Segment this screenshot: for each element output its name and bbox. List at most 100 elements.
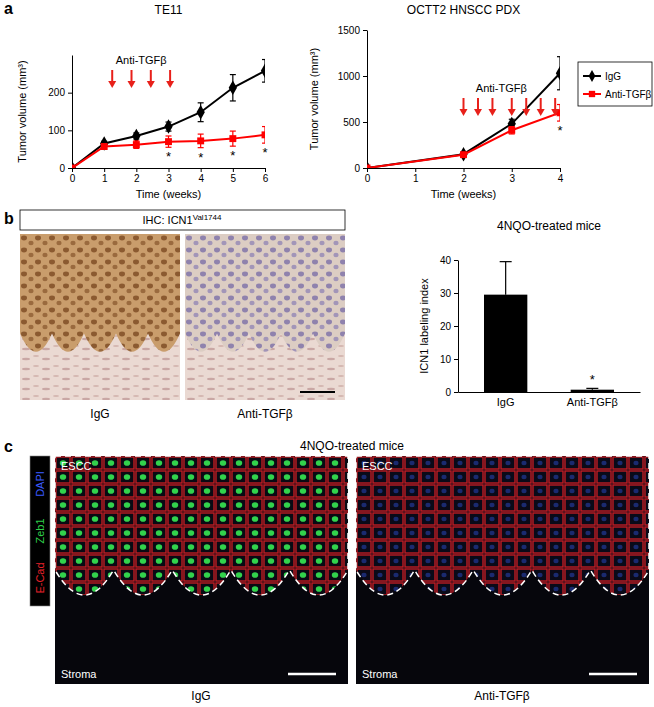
arrow-head	[166, 81, 174, 88]
arrow-shaft	[491, 98, 493, 110]
x-tick-label: 0	[365, 173, 371, 184]
error-bar-cap	[262, 59, 265, 60]
treatment: Anti-TGFβ	[460, 82, 560, 116]
marker	[100, 136, 108, 150]
image-label: IgG	[191, 689, 210, 703]
panel-label: b	[4, 210, 14, 227]
boundary	[55, 456, 348, 595]
legend-box	[578, 62, 652, 106]
x-tick: 2	[134, 168, 140, 184]
x-tick-mark	[201, 168, 202, 172]
significance: *	[262, 145, 267, 160]
treatment-arrow	[128, 70, 136, 88]
x-axis: IgGAnti-TGFβ	[459, 392, 641, 408]
error-bar-cap	[500, 261, 512, 262]
image-label: Anti-TGFβ	[237, 407, 293, 421]
error-bar	[557, 105, 560, 122]
y-tick-mark	[363, 122, 367, 123]
x-tick: 6	[263, 168, 269, 184]
y-tick-mark	[454, 260, 458, 261]
y-tick-label: 10	[440, 354, 452, 365]
error-bar-cap	[230, 74, 236, 75]
arrow-shaft	[511, 98, 513, 110]
line-chart: OCTT2 HNSCC PDX01234050010001500Time (we…	[308, 3, 564, 200]
legend-marker	[589, 91, 595, 97]
treatment-arrow	[166, 70, 174, 88]
y-tick: 20	[440, 321, 458, 332]
marker	[165, 138, 172, 145]
treatment-arrow	[508, 98, 516, 116]
x-axis: 0123456	[70, 168, 269, 184]
bar	[571, 390, 614, 392]
ihc-label: IHC: ICN1Val1744	[143, 213, 222, 227]
error-bar-cap	[230, 146, 236, 147]
plot-marks	[484, 262, 614, 392]
x-tick-label: 3	[509, 173, 515, 184]
y-tick-mark	[363, 30, 367, 31]
x-axis-title: Time (weeks)	[431, 188, 497, 200]
y-axis-title: ICN1 labeling index	[418, 278, 430, 374]
x-tick-label: 2	[134, 173, 140, 184]
arrow-head	[551, 109, 559, 116]
micrograph	[55, 456, 348, 684]
error-bar-cap	[586, 388, 598, 389]
treatment-arrow	[460, 98, 468, 116]
y-axis-title: Tumor volume (mm³)	[308, 48, 320, 150]
arrow-head	[128, 81, 136, 88]
ihc-label-main: IHC: ICN1	[143, 214, 193, 226]
series-line	[72, 135, 265, 168]
error-bar	[166, 136, 172, 147]
x-tick-label: 4	[198, 173, 204, 184]
x-tick-mark	[367, 168, 368, 172]
treatment-arrow	[522, 98, 530, 116]
x-tick: Anti-TGFβ	[567, 392, 618, 408]
y-tick-mark	[68, 168, 72, 169]
treatment-label: Anti-TGFβ	[476, 82, 527, 94]
x-tick-mark	[560, 168, 561, 172]
x-axis-line	[459, 392, 641, 393]
region-label: Stroma	[362, 668, 398, 680]
significance: *	[590, 372, 595, 387]
y-tick-mark	[68, 130, 72, 131]
y-tick-label: 30	[440, 288, 452, 299]
error-bar	[198, 134, 204, 148]
panel-title: 4NQO-treated mice	[300, 439, 404, 453]
y-tick: 1000	[338, 71, 367, 82]
x-tick: 5	[231, 168, 237, 184]
region-label: ESCC	[362, 460, 393, 472]
y-tick-label: 200	[48, 87, 65, 98]
arrow-shaft	[131, 70, 133, 82]
chart-title: TE11	[155, 3, 183, 17]
legend-label: IgG	[605, 71, 621, 82]
marker	[132, 129, 140, 143]
image-label: Anti-TGFβ	[474, 689, 530, 703]
region-label: ESCC	[61, 460, 92, 472]
x-tick-label: 0	[70, 173, 76, 184]
y-tick-label: 500	[343, 117, 360, 128]
marker	[262, 131, 265, 138]
y-tick: 0	[445, 387, 458, 398]
y-tick-mark	[363, 168, 367, 169]
x-tick-mark	[169, 168, 170, 172]
error-bar-cap	[198, 102, 204, 103]
marker	[508, 127, 515, 134]
error-bar-cap	[557, 104, 560, 105]
error-bar-cap	[262, 82, 265, 83]
x-tick: 1	[102, 168, 108, 184]
significance: *	[166, 149, 171, 164]
y-axis-line	[458, 261, 459, 393]
treatment-arrow	[474, 98, 482, 116]
error-bar-cap	[166, 147, 172, 148]
marker	[459, 147, 467, 161]
significance: *	[557, 123, 562, 138]
treatment-arrow	[488, 98, 496, 116]
marker	[367, 165, 370, 168]
series-line	[367, 73, 560, 168]
stroma	[55, 456, 348, 684]
error-bar-cap	[198, 147, 204, 148]
x-tick: 3	[509, 168, 515, 184]
marker	[229, 81, 237, 95]
y-axis-line	[367, 31, 368, 169]
error-bar-cap	[198, 134, 204, 135]
panel-label: c	[4, 438, 13, 455]
